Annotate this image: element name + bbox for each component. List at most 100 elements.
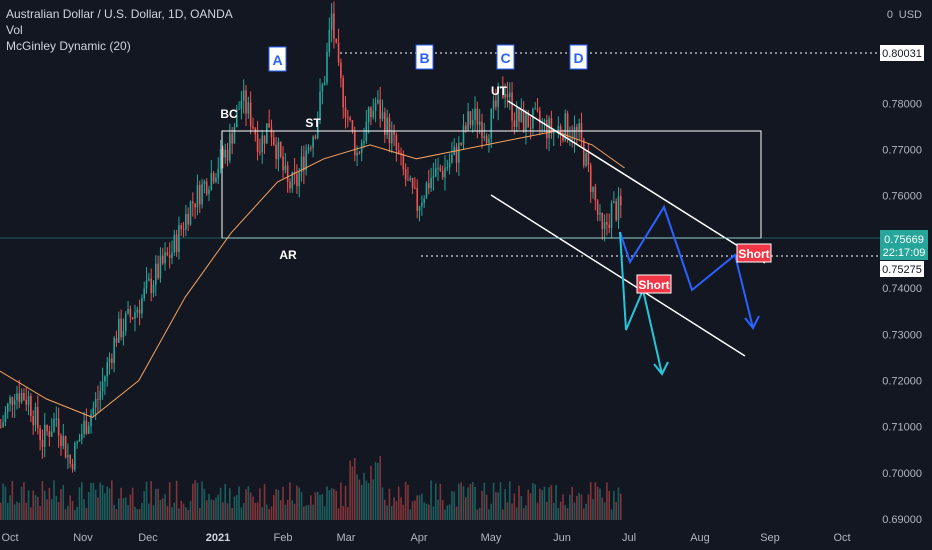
volume-bar bbox=[69, 495, 72, 520]
candle-body bbox=[488, 138, 490, 143]
x-tick-label: 2021 bbox=[206, 532, 230, 544]
candle-body bbox=[161, 255, 164, 264]
volume-bar bbox=[340, 482, 342, 520]
candle-body bbox=[582, 139, 585, 166]
volume-bar bbox=[377, 463, 379, 520]
candle-body bbox=[85, 420, 88, 434]
candle-body bbox=[277, 141, 280, 160]
candle-body bbox=[101, 381, 104, 391]
volume-bar bbox=[30, 507, 32, 520]
candle-body bbox=[145, 280, 148, 289]
channel-lower-line[interactable] bbox=[490, 194, 746, 357]
candle-body bbox=[347, 117, 349, 119]
phase-label-c[interactable]: C bbox=[496, 44, 515, 70]
volume-bar bbox=[576, 495, 578, 520]
candle-body bbox=[175, 234, 178, 253]
candle-body bbox=[476, 108, 479, 125]
volume-bar bbox=[254, 502, 257, 520]
volume-bar bbox=[316, 491, 319, 520]
x-tick-label: Apr bbox=[410, 532, 427, 544]
symbol-title[interactable]: Australian Dollar / U.S. Dollar, 1D, OAN… bbox=[6, 7, 233, 21]
candle-body bbox=[437, 167, 439, 169]
volume-bar bbox=[261, 507, 264, 520]
volume-bar bbox=[226, 503, 229, 520]
candle-body bbox=[208, 189, 210, 195]
candle-body bbox=[409, 177, 412, 181]
candle-body bbox=[316, 118, 319, 139]
volume-bar bbox=[127, 505, 129, 520]
candle-body bbox=[492, 100, 495, 109]
candle-body bbox=[388, 117, 391, 144]
label-bc: BC bbox=[220, 107, 238, 121]
candle-body bbox=[305, 150, 307, 171]
candle-body bbox=[286, 165, 289, 182]
candle-body bbox=[11, 397, 14, 405]
volume-bar bbox=[425, 503, 428, 520]
short-label-1[interactable]: Short bbox=[736, 243, 772, 263]
volume-bar bbox=[513, 493, 516, 520]
volume-legend[interactable]: Vol bbox=[6, 23, 23, 37]
candle-body bbox=[159, 255, 162, 279]
candle-body bbox=[601, 212, 604, 230]
volume-bar bbox=[108, 488, 111, 520]
phase-label-a[interactable]: A bbox=[268, 46, 287, 72]
candle-body bbox=[465, 125, 467, 130]
volume-bar bbox=[402, 504, 405, 520]
candle-body bbox=[4, 411, 7, 423]
volume-bar bbox=[185, 507, 187, 520]
candle-body bbox=[592, 186, 594, 193]
volume-bar bbox=[580, 494, 583, 520]
candle-body bbox=[152, 285, 155, 294]
candle-body bbox=[222, 149, 224, 158]
volume-bar bbox=[145, 481, 148, 520]
candle-body bbox=[157, 263, 159, 279]
volume-bar bbox=[178, 508, 180, 520]
volume-bar bbox=[310, 495, 312, 520]
volume-bar bbox=[427, 504, 430, 520]
volume-bar bbox=[342, 505, 344, 520]
volume-bar bbox=[192, 483, 194, 520]
volume-bar bbox=[198, 508, 201, 520]
svg-text:0.80031: 0.80031 bbox=[882, 48, 922, 60]
phase-label-d[interactable]: D bbox=[569, 44, 588, 70]
y-tick-label: 0.70000 bbox=[882, 468, 922, 480]
indicator-legend[interactable]: McGinley Dynamic (20) bbox=[6, 39, 131, 53]
time-axis[interactable]: Oct Nov Dec 2021 Feb Mar Apr May Jun Jul Aug Sep Oct bbox=[1, 532, 850, 544]
candles bbox=[0, 1, 622, 473]
candle-body bbox=[180, 225, 183, 230]
x-tick-label: Aug bbox=[690, 532, 710, 544]
volume-bar bbox=[85, 507, 88, 520]
channel-upper-line[interactable] bbox=[507, 100, 766, 264]
projection-path-blue[interactable] bbox=[619, 204, 754, 329]
candle-body bbox=[585, 152, 587, 166]
projection-path-teal[interactable] bbox=[619, 231, 663, 375]
volume-bar bbox=[2, 483, 4, 520]
y-tick-label: 0.78000 bbox=[882, 98, 922, 110]
volume-bar bbox=[395, 501, 398, 520]
candle-body bbox=[74, 443, 76, 470]
candle-body bbox=[194, 203, 196, 208]
short-label-2[interactable]: Short bbox=[636, 274, 672, 294]
currency-label: USD bbox=[899, 9, 922, 21]
volume-bar bbox=[293, 503, 296, 520]
candle-body bbox=[210, 173, 213, 190]
candle-body bbox=[365, 122, 368, 141]
candle-body bbox=[284, 165, 287, 171]
volume-bar bbox=[566, 508, 569, 520]
x-tick-label: Sep bbox=[760, 532, 780, 544]
volume-bar bbox=[474, 486, 476, 520]
candle-body bbox=[39, 428, 41, 441]
candle-body bbox=[20, 393, 23, 402]
volume-bar bbox=[495, 492, 497, 520]
candle-body bbox=[414, 187, 416, 189]
candle-body bbox=[233, 126, 236, 144]
volume-bar bbox=[328, 490, 331, 520]
volume-bar bbox=[582, 508, 585, 520]
candle-body bbox=[333, 13, 335, 39]
candle-body bbox=[261, 135, 264, 153]
phase-label-b[interactable]: B bbox=[415, 44, 434, 70]
currency-zero: 0 bbox=[887, 9, 893, 21]
candle-body bbox=[37, 407, 39, 429]
svg-text:Short: Short bbox=[738, 247, 769, 261]
